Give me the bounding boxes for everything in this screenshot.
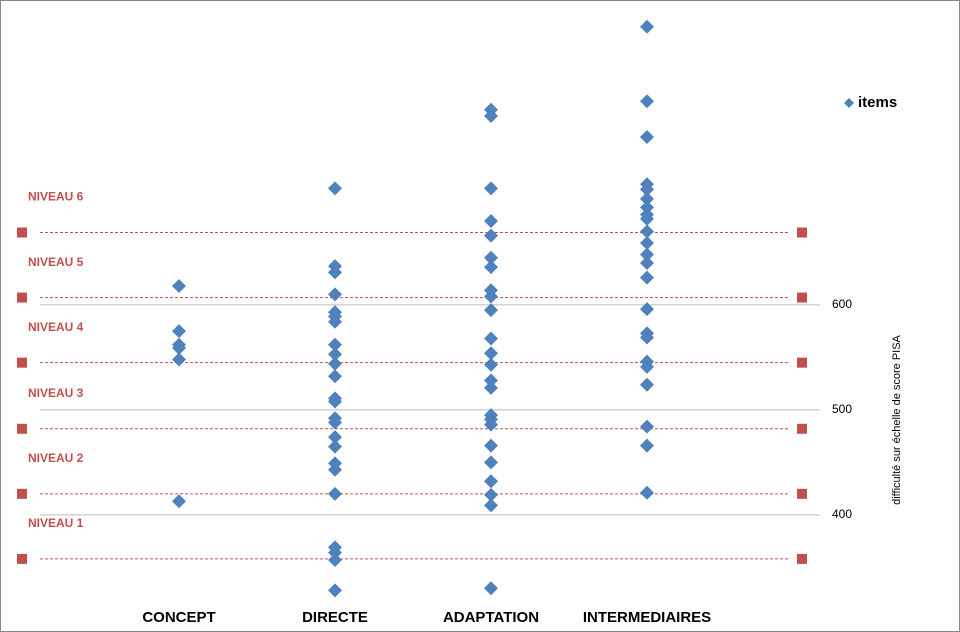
legend-label: items xyxy=(858,94,897,111)
point xyxy=(640,247,654,262)
point xyxy=(172,324,186,339)
point xyxy=(328,552,342,567)
y-tick-label: 500 xyxy=(832,402,852,416)
level-marker xyxy=(797,292,807,303)
point xyxy=(328,486,342,501)
point xyxy=(484,438,498,453)
point xyxy=(484,109,498,124)
level-label: NIVEAU 4 xyxy=(28,320,84,334)
y-tick-label: 600 xyxy=(832,297,852,311)
y-axis-label: difficulté sur échelle de score PISA xyxy=(891,334,903,504)
point xyxy=(640,485,654,500)
point xyxy=(484,346,498,361)
level-label: NIVEAU 3 xyxy=(28,386,84,400)
point xyxy=(328,430,342,445)
level-marker xyxy=(17,488,27,499)
point xyxy=(484,213,498,228)
level-marker xyxy=(797,423,807,434)
point xyxy=(328,439,342,454)
point xyxy=(484,357,498,372)
point xyxy=(172,340,186,355)
x-tick-label: INTERMEDIAIRES xyxy=(583,609,711,626)
level-marker xyxy=(797,227,807,238)
point xyxy=(328,394,342,409)
point xyxy=(484,260,498,275)
point xyxy=(640,182,654,197)
point xyxy=(640,377,654,392)
level-marker xyxy=(797,357,807,368)
point xyxy=(484,181,498,196)
point xyxy=(172,352,186,367)
point xyxy=(640,19,654,34)
point xyxy=(328,462,342,477)
legend-marker xyxy=(844,98,854,108)
level-label: NIVEAU 6 xyxy=(28,190,84,204)
point xyxy=(328,583,342,598)
point xyxy=(640,236,654,251)
point xyxy=(328,265,342,280)
point xyxy=(484,289,498,304)
point xyxy=(328,369,342,384)
point xyxy=(640,191,654,206)
y-tick-label: 400 xyxy=(832,507,852,521)
point xyxy=(640,94,654,109)
point xyxy=(484,250,498,265)
level-marker xyxy=(797,488,807,499)
point xyxy=(640,419,654,434)
point xyxy=(172,494,186,509)
x-tick-label: CONCEPT xyxy=(142,609,215,626)
point xyxy=(640,255,654,270)
point xyxy=(328,415,342,430)
point xyxy=(484,474,498,489)
point xyxy=(640,270,654,285)
point xyxy=(328,347,342,362)
point xyxy=(484,417,498,432)
level-marker xyxy=(17,227,27,238)
point xyxy=(172,279,186,294)
level-marker xyxy=(17,357,27,368)
point xyxy=(328,314,342,329)
point xyxy=(484,487,498,502)
x-tick-label: ADAPTATION xyxy=(443,609,539,626)
point xyxy=(484,331,498,346)
point xyxy=(328,181,342,196)
point xyxy=(484,455,498,470)
point xyxy=(484,581,498,596)
point xyxy=(484,380,498,395)
point xyxy=(484,228,498,243)
point xyxy=(328,545,342,560)
point xyxy=(328,287,342,302)
level-label: NIVEAU 1 xyxy=(28,516,84,530)
point xyxy=(640,302,654,317)
level-marker xyxy=(17,423,27,434)
x-tick-label: DIRECTE xyxy=(302,609,368,626)
point xyxy=(640,224,654,239)
point xyxy=(328,337,342,352)
point xyxy=(640,200,654,215)
level-label: NIVEAU 5 xyxy=(28,255,84,269)
point xyxy=(640,359,654,374)
point xyxy=(484,303,498,318)
level-marker xyxy=(17,553,27,564)
level-label: NIVEAU 2 xyxy=(28,451,84,465)
point xyxy=(640,330,654,345)
point xyxy=(484,373,498,388)
point xyxy=(484,498,498,513)
point xyxy=(640,129,654,144)
point xyxy=(640,438,654,453)
point xyxy=(328,356,342,371)
point xyxy=(640,211,654,226)
level-marker xyxy=(797,553,807,564)
level-marker xyxy=(17,292,27,303)
